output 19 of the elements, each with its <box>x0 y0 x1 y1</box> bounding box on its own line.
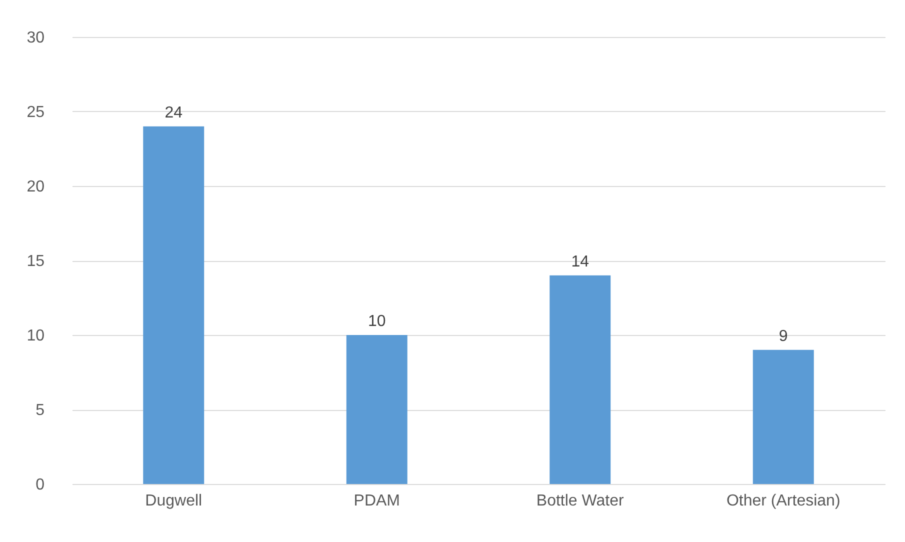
bar <box>550 275 611 484</box>
y-tick-label: 10 <box>26 328 45 344</box>
data-label: 9 <box>778 328 788 345</box>
x-tick-label: Dugwell <box>145 492 202 510</box>
data-label: 24 <box>164 104 183 122</box>
y-tick-label: 30 <box>26 30 45 46</box>
data-label: 10 <box>368 313 386 330</box>
x-tick-label: Bottle Water <box>536 492 625 510</box>
bar <box>143 126 204 484</box>
y-tick-label: 5 <box>36 402 45 419</box>
y-tick-label: 15 <box>26 253 45 270</box>
y-tick-label: 0 <box>36 476 45 494</box>
data-label: 14 <box>571 253 590 270</box>
x-tick-label: PDAM <box>354 492 400 510</box>
x-tick-label: Other (Artesian) <box>726 492 840 510</box>
y-tick-label: 25 <box>26 104 45 121</box>
y-tick-label: 20 <box>26 178 45 196</box>
bar <box>752 350 814 484</box>
bar <box>346 335 408 484</box>
